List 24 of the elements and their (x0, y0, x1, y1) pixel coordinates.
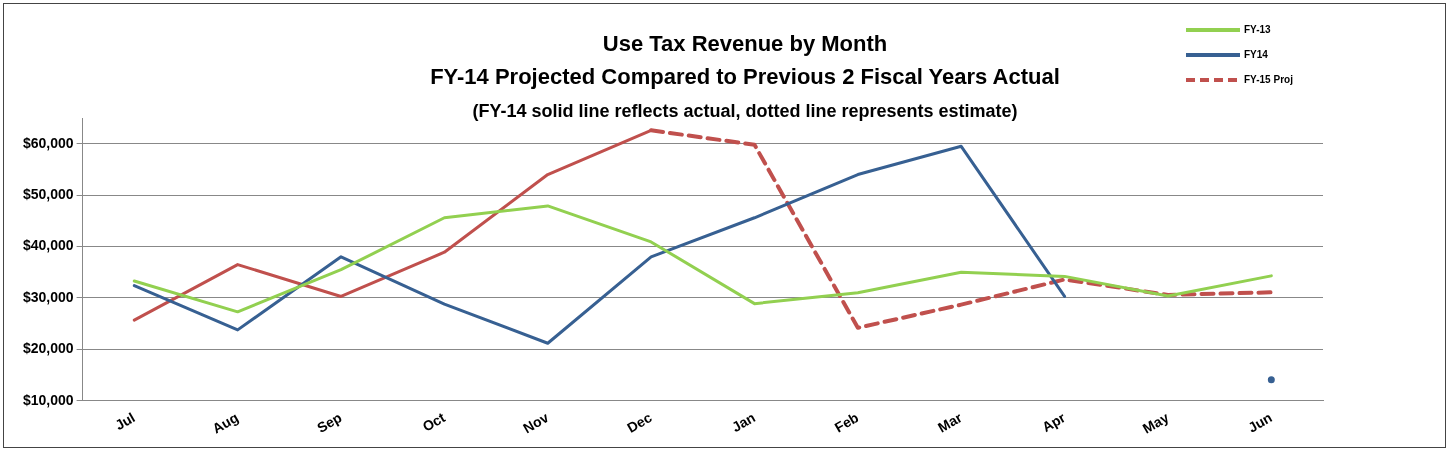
x-tick-label: Jun (1245, 409, 1275, 436)
legend-label: FY-13 (1244, 23, 1272, 35)
y-tick-label: $20,000 (23, 340, 74, 357)
chart-subtitle: FY-14 Projected Compared to Previous 2 Fiscal Years Actual (430, 64, 1060, 89)
legend-label: FY14 (1244, 48, 1269, 60)
y-tick-label: $60,000 (23, 134, 74, 151)
chart-title: Use Tax Revenue by Month (602, 31, 888, 56)
x-tick-label: Aug (209, 409, 242, 437)
x-tick-label: Feb (831, 409, 862, 436)
x-tick-label: Jul (112, 409, 138, 434)
y-tick-label: $30,000 (23, 288, 74, 305)
x-tick-label: May (1139, 409, 1172, 437)
y-tick-label: $50,000 (23, 186, 74, 202)
x-tick-label: Sep (314, 409, 345, 436)
x-tick-label: Apr (1039, 408, 1069, 436)
x-tick-label: Nov (520, 409, 552, 437)
x-tick-label: Oct (419, 409, 449, 435)
legend-label: FY-15 Proj (1244, 73, 1294, 85)
x-tick-label: Mar (935, 408, 966, 436)
x-tick-label: Dec (624, 409, 655, 436)
y-tick-label: $40,000 (23, 237, 74, 254)
annotation: (FY-14 solid line reflects actual, dotted line represents estimate) (471, 101, 1019, 122)
x-tick-label: Jan (729, 409, 758, 436)
y-tick-label: $10,000 (23, 391, 74, 408)
